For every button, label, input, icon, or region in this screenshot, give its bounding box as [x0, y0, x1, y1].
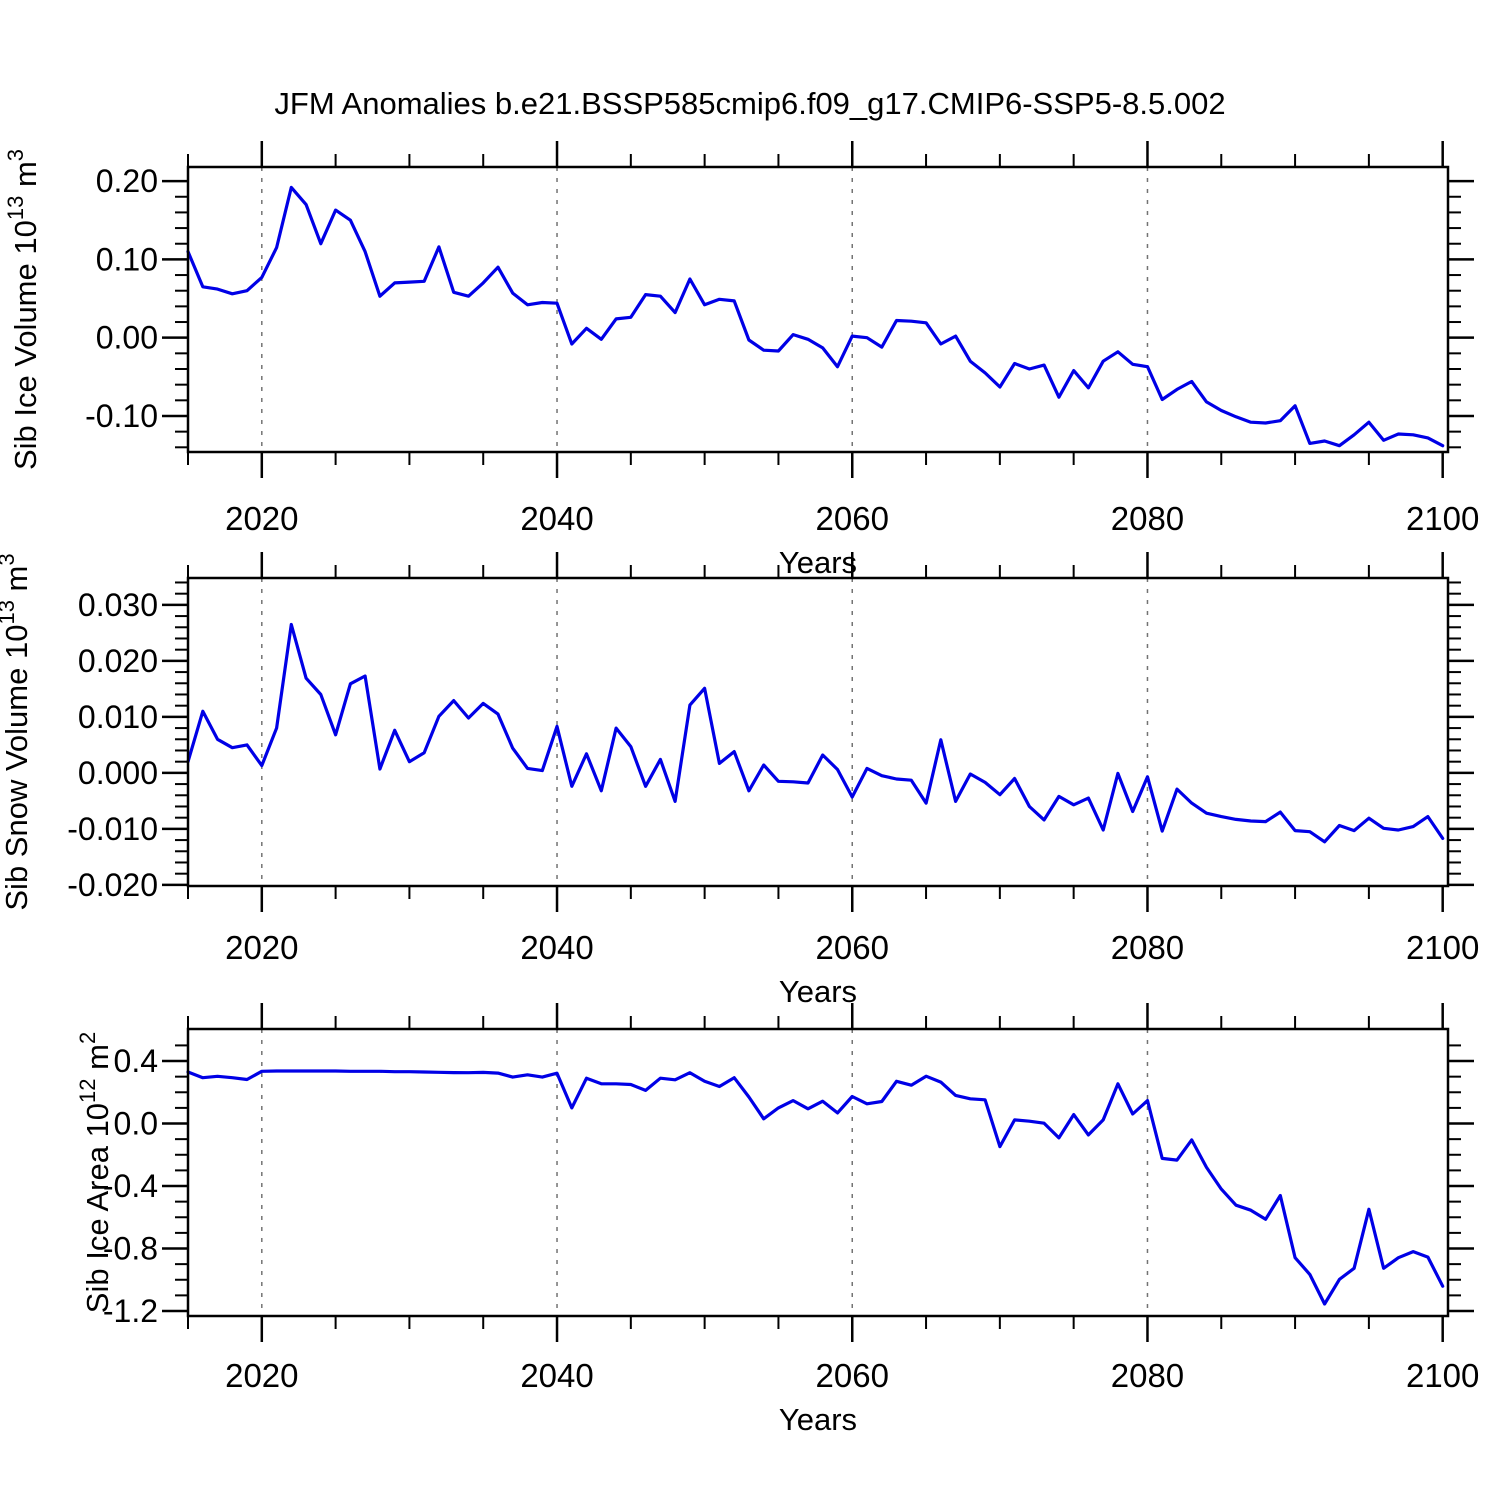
sib-ice-area-line: [186, 1069, 1445, 1306]
y-tick-label: -1.2: [103, 1293, 158, 1329]
x-axis-title: Years: [779, 974, 857, 1009]
y-tick-label: 0.000: [78, 755, 158, 791]
x-tick-label: 2080: [1111, 500, 1184, 537]
x-tick-label: 2020: [225, 500, 298, 537]
x-tick-label: 2020: [225, 929, 298, 966]
plot-frame: [186, 576, 1450, 888]
y-axis-title: Sib Snow Volume 1013 m3: [0, 553, 34, 910]
panel-sib-snow-volume: 2020 2040 2060 2080 2100 0.030 0.020 0.010 0.000…: [0, 552, 1479, 1009]
x-tick-label: 2100: [1406, 1357, 1479, 1394]
y-tick-label: 0.0: [114, 1106, 158, 1142]
y-tick-label: 0.10: [96, 241, 158, 277]
x-axis-title: Years: [779, 1402, 857, 1437]
x-tick-label: 2040: [520, 1357, 593, 1394]
plot-frame: [186, 165, 1450, 454]
sib-ice-volume-line: [186, 185, 1445, 448]
x-tick-label: 2060: [816, 929, 889, 966]
plot-frame: [186, 1027, 1450, 1318]
y-tick-label: -0.10: [85, 398, 158, 434]
x-tick-label: 2080: [1111, 929, 1184, 966]
x-tick-label: 2040: [520, 929, 593, 966]
panel-sib-ice-area: 2020 2040 2060 2080 2100 0.4 0.0 -0.4 -0.8 -1.2 Ye…: [75, 1003, 1479, 1437]
y-tick-label: 0.20: [96, 163, 158, 199]
x-tick-label: 2080: [1111, 1357, 1184, 1394]
x-tick-label: 2100: [1406, 929, 1479, 966]
x-tick-label: 2060: [816, 500, 889, 537]
x-tick-label: 2060: [816, 1357, 889, 1394]
y-tick-label: -0.020: [67, 867, 158, 903]
y-tick-label: 0.020: [78, 643, 158, 679]
y-tick-label: 0.4: [114, 1043, 158, 1079]
y-tick-label: 0.010: [78, 699, 158, 735]
x-tick-label: 2100: [1406, 500, 1479, 537]
y-tick-label: 0.030: [78, 587, 158, 623]
y-tick-label: -0.8: [103, 1231, 158, 1267]
x-axis-title: Years: [779, 545, 857, 580]
y-axis-title: Sib Ice Volume 1013 m3: [3, 149, 43, 470]
y-tick-label: -0.010: [67, 811, 158, 847]
y-axis-title: Sib Ice Area 1012 m2: [75, 1032, 115, 1313]
x-tick-label: 2020: [225, 1357, 298, 1394]
y-tick-label: -0.4: [103, 1168, 158, 1204]
y-tick-label: 0.00: [96, 320, 158, 356]
x-tick-label: 2040: [520, 500, 593, 537]
panel-sib-ice-volume: 2020 2040 2060 2080 2100 0.20 0.10 0.00 -0.10 Yea…: [3, 141, 1479, 580]
sib-snow-volume-line: [186, 622, 1445, 844]
chart-title: JFM Anomalies b.e21.BSSP585cmip6.f09_g17…: [274, 86, 1226, 121]
